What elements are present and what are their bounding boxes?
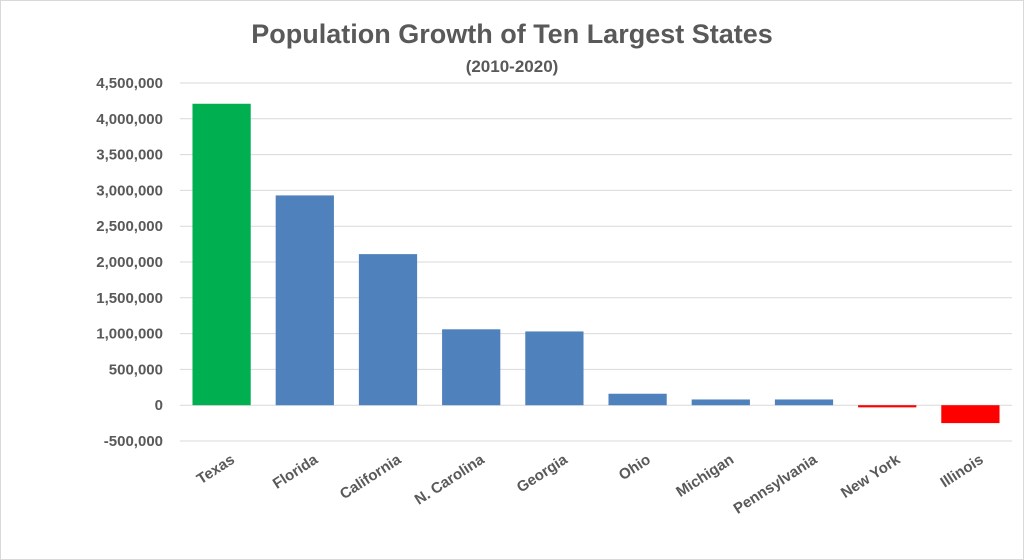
y-tick-label: 1,500,000 [96, 290, 163, 307]
x-tick-label: Florida [270, 451, 322, 493]
bar-michigan [691, 399, 750, 406]
x-tick-label: Michigan [673, 451, 737, 501]
x-tick-label: Georgia [514, 451, 571, 496]
x-tick-label: Pennsylvania [730, 451, 820, 518]
bar-n-carolina [442, 329, 501, 406]
bar-texas [192, 103, 251, 406]
y-tick-label: 1,000,000 [96, 326, 163, 343]
y-tick-label: 500,000 [109, 361, 163, 378]
bar-pennsylvania [774, 399, 834, 406]
x-tick-label: N. Carolina [412, 451, 488, 509]
y-tick-label: 3,000,000 [96, 182, 163, 199]
y-tick-label: 2,000,000 [96, 254, 163, 271]
y-tick-label: 4,000,000 [96, 111, 163, 128]
bar-california [358, 254, 418, 406]
x-tick-label: California [337, 451, 405, 503]
y-tick-label: -500,000 [104, 433, 163, 450]
chart-title: Population Growth of Ten Largest States [251, 19, 773, 49]
x-tick-label: New York [838, 451, 904, 502]
bar-new-york [858, 405, 917, 408]
bar-florida [275, 195, 334, 406]
chart-subtitle: (2010-2020) [466, 57, 559, 76]
bar-georgia [525, 331, 584, 406]
y-axis-tick-labels: 4,500,000 4,000,000 3,500,000 3,000,000 2,50… [96, 75, 163, 450]
y-tick-label: 0 [155, 397, 163, 414]
bars [192, 103, 1000, 424]
bar-illinois [941, 405, 1000, 424]
x-axis-tick-labels: Texas Florida California N. Carolina Georgia… [194, 451, 987, 518]
y-tick-label: 4,500,000 [96, 75, 163, 92]
y-tick-label: 2,500,000 [96, 218, 163, 235]
bar-ohio [608, 393, 667, 406]
y-tick-label: 3,500,000 [96, 147, 163, 164]
x-tick-label: Texas [194, 451, 238, 488]
x-tick-label: Ohio [616, 451, 654, 484]
x-tick-label: Illinois [937, 451, 986, 491]
